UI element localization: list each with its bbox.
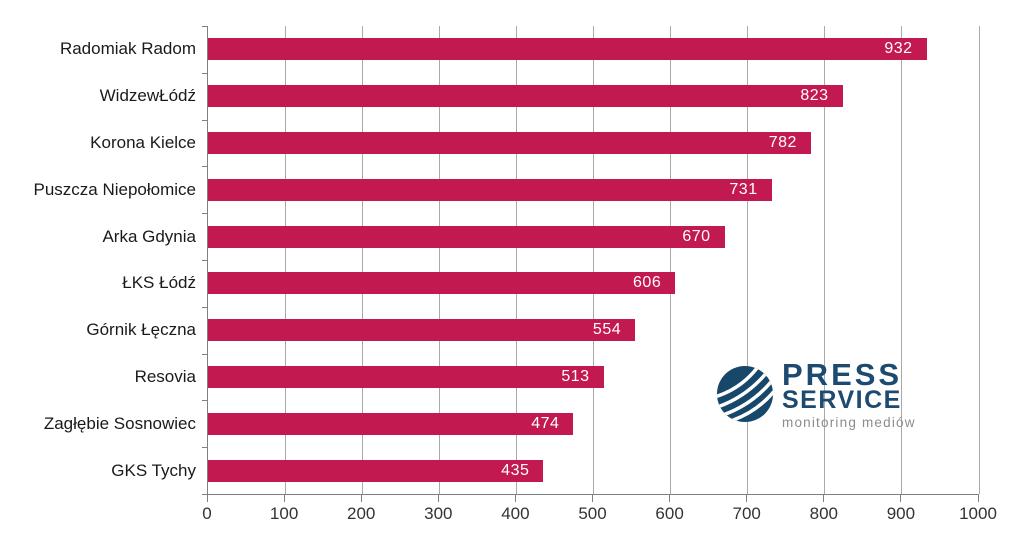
- x-axis-tick: [206, 495, 208, 502]
- bar: 554: [208, 319, 636, 342]
- category-label: Arka Gdynia: [102, 226, 196, 246]
- gridline-1000: [978, 26, 980, 494]
- x-axis-tick: [514, 495, 516, 502]
- x-axis-tick: [669, 495, 671, 502]
- category-label: Korona Kielce: [90, 133, 196, 152]
- y-axis-tick: [202, 213, 208, 215]
- bar-value-label: 606: [633, 274, 662, 292]
- globe-icon: [716, 365, 774, 423]
- logo-press-text: PRESS: [782, 357, 903, 392]
- bar: 823: [208, 85, 843, 108]
- bar-value-label: 782: [768, 134, 797, 151]
- logo-tagline: monitoring mediów: [782, 415, 916, 430]
- bar: 782: [208, 132, 811, 154]
- category-label: Resovia: [134, 367, 196, 386]
- logo-text: PRESS SERVICE monitoring mediów: [782, 357, 916, 430]
- x-axis-tick-label: 500: [578, 504, 607, 523]
- bar-value-label: 731: [729, 180, 758, 198]
- y-axis-tick: [202, 447, 208, 449]
- logo-service-text: SERVICE: [782, 386, 902, 414]
- x-axis-tick: [283, 495, 285, 502]
- gridline-100: [284, 26, 286, 494]
- y-axis-tick: [202, 26, 208, 27]
- x-axis-tick: [746, 495, 748, 502]
- bar: 731: [208, 178, 772, 201]
- y-axis-tick: [202, 400, 208, 402]
- x-axis-tick: [437, 495, 439, 502]
- bar-value-label: 474: [531, 414, 560, 432]
- x-axis-tick-label: 1000: [959, 504, 997, 523]
- category-label: GKS Tychy: [111, 460, 196, 480]
- y-axis-tick: [202, 166, 208, 168]
- y-axis-tick: [202, 72, 208, 74]
- bar-value-label: 435: [501, 461, 530, 479]
- x-axis-tick-label: 100: [269, 504, 299, 523]
- globe-stripes: [716, 365, 774, 423]
- x-axis-tick-label: 900: [886, 504, 916, 523]
- bar: 606: [208, 272, 676, 295]
- gridline-500: [593, 26, 594, 494]
- x-axis-tick-label: 700: [732, 504, 761, 523]
- x-axis-tick: [977, 495, 979, 502]
- gridline-200: [361, 26, 363, 494]
- plot-area: 932 823 782 731 670 606 554 513 474 435: [207, 26, 980, 495]
- category-label: ŁKS Łódź: [122, 273, 196, 293]
- x-axis-tick: [823, 495, 825, 502]
- y-axis-tick: [202, 353, 208, 355]
- y-axis-tick: [202, 306, 208, 308]
- bar: 670: [208, 225, 725, 248]
- bar-value-label: 823: [800, 87, 829, 105]
- press-service-logo: PRESS SERVICE monitoring mediów: [716, 357, 916, 430]
- gridline-300: [438, 26, 440, 494]
- bar: 435: [208, 459, 544, 482]
- x-axis-tick-label: 0: [202, 504, 212, 523]
- y-axis-tick: [202, 494, 208, 495]
- gridline-600: [670, 26, 672, 494]
- x-axis-tick-label: 200: [347, 504, 376, 523]
- x-axis-tick-label: 400: [501, 504, 530, 523]
- category-label: Radomiak Radom: [59, 39, 196, 59]
- bar-value-label: 513: [561, 368, 590, 385]
- category-label: WidzewŁódź: [99, 86, 196, 106]
- x-axis-tick: [360, 495, 362, 502]
- bar-value-label: 554: [592, 321, 622, 339]
- gridline-900: [901, 26, 903, 494]
- category-label: Górnik Łęczna: [86, 320, 196, 340]
- category-label: Zagłębie Sosnowiec: [43, 413, 196, 433]
- bar: 932: [208, 38, 927, 61]
- x-axis-tick-label: 800: [809, 504, 838, 523]
- y-axis-tick: [202, 260, 208, 261]
- x-axis-tick: [592, 495, 593, 502]
- x-axis-tick-label: 300: [424, 504, 453, 523]
- x-axis-tick-label: 600: [655, 504, 684, 523]
- gridline-400: [515, 26, 517, 494]
- bar: 513: [208, 366, 604, 388]
- y-axis-tick: [202, 119, 208, 121]
- x-axis-tick: [900, 495, 902, 502]
- gridline-800: [824, 26, 826, 494]
- category-label: Puszcza Niepołomice: [33, 179, 196, 199]
- bar-value-label: 932: [884, 40, 913, 58]
- bar: 474: [208, 412, 574, 435]
- bar-value-label: 670: [682, 227, 711, 245]
- gridline-700: [747, 26, 749, 494]
